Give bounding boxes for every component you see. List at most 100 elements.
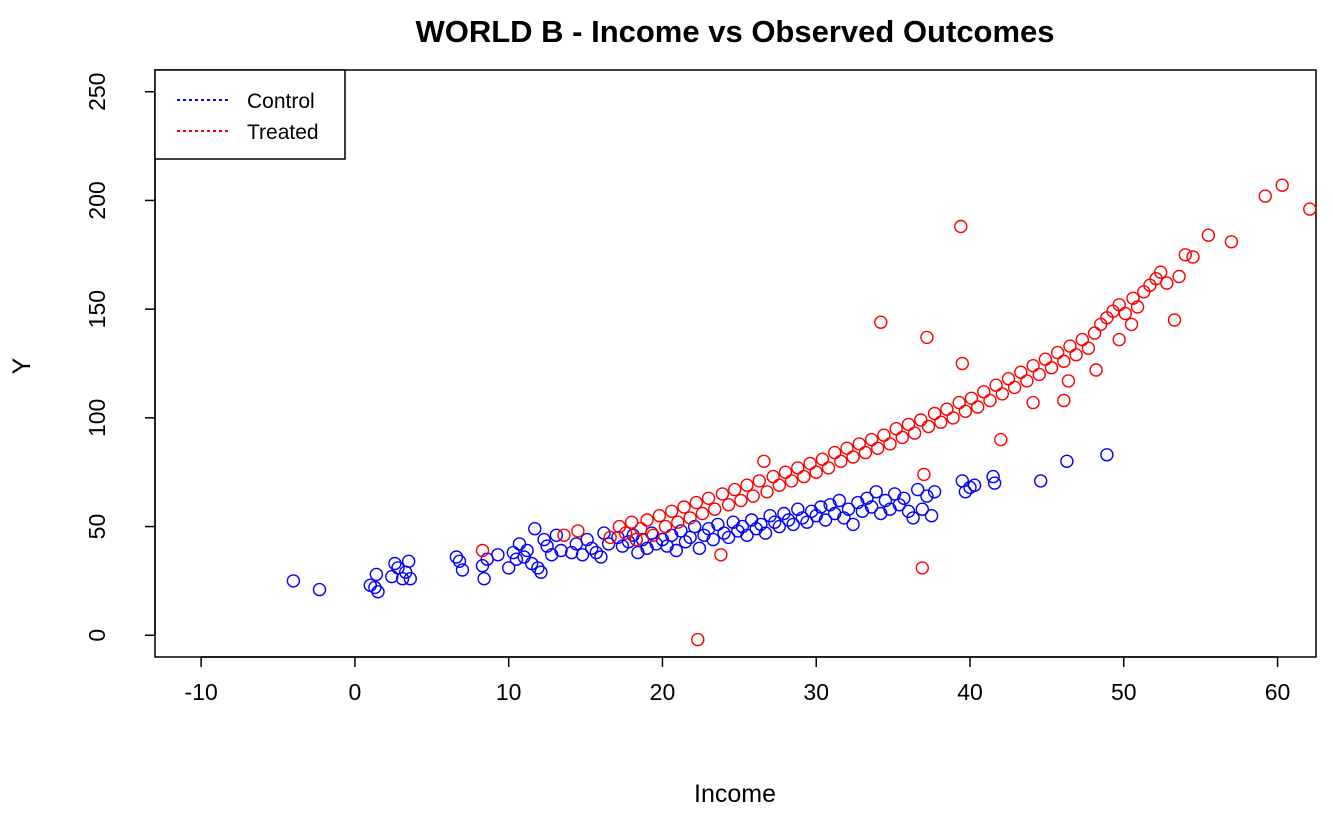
treated-point: [954, 219, 968, 234]
legend-label-control: Control: [247, 90, 315, 113]
treated-point: [1112, 332, 1126, 347]
control-point: [585, 541, 599, 555]
control-point: [371, 585, 385, 599]
x-tick-label: 50: [1111, 679, 1137, 705]
x-axis-label: Income: [694, 780, 776, 808]
treated-point: [964, 391, 979, 405]
treated-point: [995, 387, 1009, 401]
treated-point: [971, 400, 985, 414]
treated-point: [1038, 352, 1053, 366]
x-tick-label: 0: [349, 679, 362, 705]
control-point: [402, 554, 416, 568]
control-point: [669, 543, 683, 558]
treated-point: [1303, 202, 1317, 216]
treated-point: [618, 526, 633, 540]
treated-point: [1075, 332, 1090, 347]
control-point: [692, 541, 707, 555]
treated-point: [889, 422, 903, 436]
x-tick-label: 60: [1265, 679, 1291, 705]
treated-point: [677, 500, 691, 514]
treated-point: [1001, 372, 1016, 386]
control-point: [911, 482, 925, 497]
control-point: [786, 517, 800, 532]
x-tick-label: 30: [803, 679, 829, 705]
control-point: [781, 513, 796, 527]
treated-point: [1081, 341, 1096, 355]
control-point: [818, 513, 833, 527]
treated-point: [1044, 361, 1059, 375]
y-tick-label: 100: [84, 399, 110, 437]
treated-point: [895, 430, 909, 445]
treated-point: [1201, 228, 1216, 242]
control-point: [1100, 448, 1114, 462]
y-tick-label: 250: [84, 73, 110, 111]
control-point: [455, 563, 470, 577]
control-point: [772, 519, 786, 534]
treated-point: [934, 415, 948, 429]
control-point: [312, 582, 327, 597]
control-point: [528, 522, 542, 536]
control-point: [1060, 454, 1074, 468]
treated-point: [821, 461, 836, 475]
treated-point: [1020, 374, 1034, 388]
treated-point: [958, 404, 973, 418]
treated-point: [871, 441, 885, 455]
treated-point: [691, 632, 705, 647]
treated-point: [640, 513, 654, 527]
control-point: [502, 561, 516, 575]
treated-point: [715, 487, 730, 501]
treated-point: [772, 478, 786, 492]
control-point: [924, 509, 939, 523]
treated-point: [828, 445, 842, 460]
treated-point: [809, 465, 823, 479]
treated-point: [634, 522, 648, 536]
chart-title: WORLD B - Income vs Observed Outcomes: [415, 14, 1054, 49]
legend-box: [154, 69, 346, 160]
treated-point: [1130, 300, 1145, 314]
treated-point: [877, 428, 891, 442]
control-point: [958, 485, 973, 499]
treated-point: [834, 454, 848, 468]
control-point: [841, 502, 856, 516]
treated-point: [778, 465, 793, 479]
treated-point: [946, 411, 960, 425]
control-point: [554, 543, 568, 558]
treated-point: [1014, 365, 1028, 379]
treated-point: [671, 515, 685, 529]
treated-point: [846, 450, 860, 464]
treated-point: [1026, 395, 1040, 410]
treated-point: [983, 393, 997, 408]
treated-point: [714, 548, 728, 562]
control-point: [800, 515, 814, 529]
treated-point: [557, 528, 571, 542]
treated-point: [475, 543, 490, 558]
control-point: [1033, 474, 1048, 488]
treated-point: [901, 417, 916, 432]
treated-point: [646, 528, 660, 542]
y-axis: 0 50 100 150 200 250: [84, 73, 156, 642]
control-point: [927, 485, 942, 499]
control-point: [512, 537, 527, 551]
control-point: [846, 517, 860, 532]
treated-point: [1089, 363, 1103, 377]
treated-point: [952, 395, 966, 410]
control-point: [369, 567, 384, 582]
x-axis: -10 0 10 20 30 40 50 60: [185, 656, 1291, 705]
treated-point: [883, 437, 897, 451]
treated-point: [1160, 276, 1174, 290]
treated-point: [1118, 306, 1133, 321]
treated-point: [1224, 235, 1239, 249]
treated-point: [689, 495, 703, 510]
treated-point: [1032, 367, 1046, 382]
treated-point: [852, 437, 866, 451]
treated-point: [1026, 359, 1040, 373]
control-point: [869, 485, 883, 499]
treated-point: [708, 502, 722, 516]
control-point: [955, 474, 969, 488]
treated-point: [752, 474, 766, 488]
treated-point: [921, 419, 936, 434]
control-point: [286, 574, 301, 588]
treated-point: [571, 524, 585, 538]
control-point: [403, 572, 417, 586]
treated-point: [734, 493, 748, 508]
